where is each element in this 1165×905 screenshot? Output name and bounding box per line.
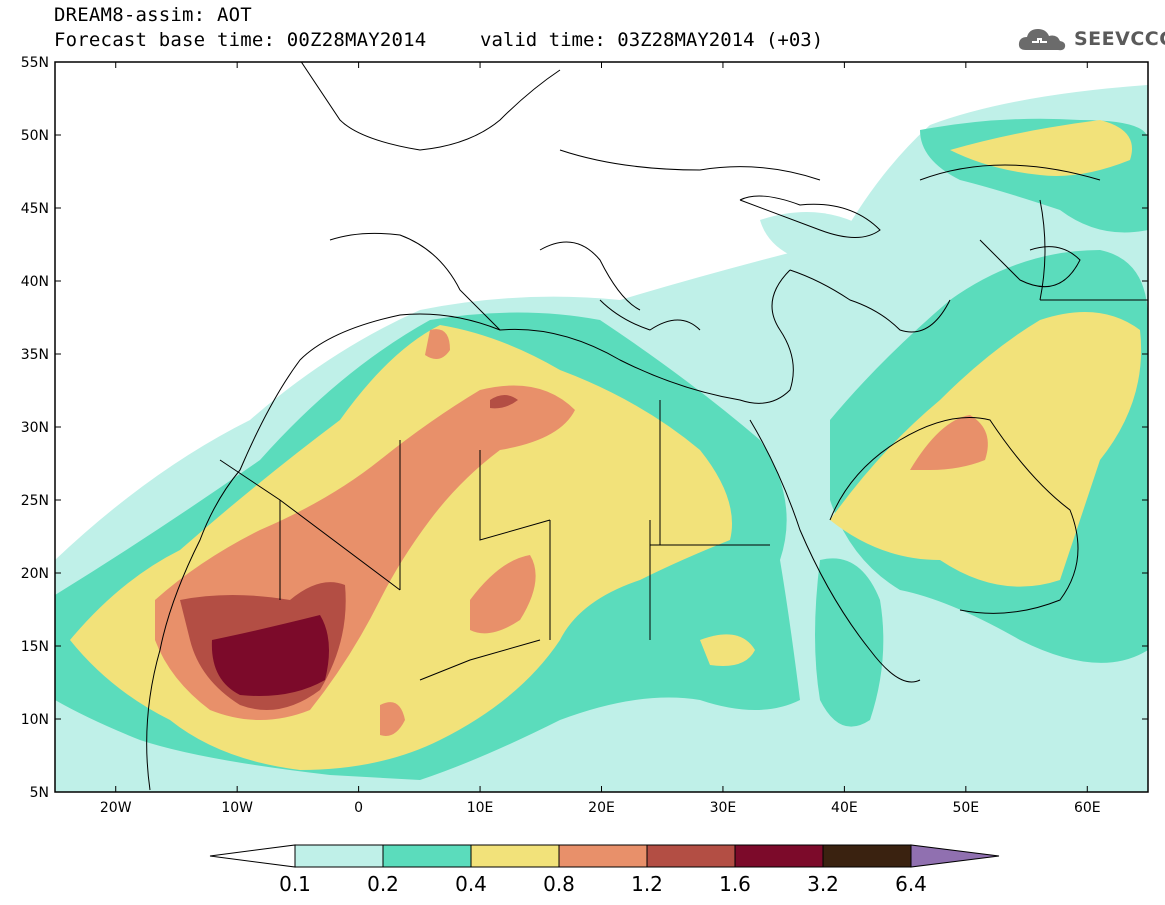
lat-tick-label: 40N xyxy=(21,274,49,290)
map-title: DREAM8-assim: AOT xyxy=(54,4,252,26)
lon-tick-label: 20W xyxy=(100,800,132,816)
colorbar-level-label: 3.2 xyxy=(807,872,839,896)
lon-tick-label: 0 xyxy=(354,800,363,816)
lat-tick-label: 15N xyxy=(21,639,49,655)
valid-time-label: valid time: 03Z28MAY2014 (+03) xyxy=(480,29,824,51)
colorbar-box xyxy=(822,844,912,868)
colorbar-level-label: 1.2 xyxy=(631,872,663,896)
lon-axis: 20W 10W 0 10E 20E 30E 40E 50E 60E xyxy=(100,62,1101,816)
lon-tick-label: 30E xyxy=(710,800,737,816)
colorbar-level-label: 0.4 xyxy=(455,872,487,896)
colorbar-level-label: 1.6 xyxy=(719,872,751,896)
seevccc-logo: SEEVCCC xyxy=(1016,24,1165,54)
coastlines xyxy=(146,62,1148,791)
colorbar-high-arrow xyxy=(910,844,1000,868)
lat-axis: 55N 50N 45N 40N 35N 30N 25N 20N 15N 10N 5N xyxy=(21,55,1148,801)
colorbar-box xyxy=(734,844,824,868)
colorbar-level-label: 0.1 xyxy=(279,872,311,896)
lat-tick-label: 25N xyxy=(21,493,49,509)
colorbar-box xyxy=(558,844,648,868)
cloud-icon xyxy=(1018,29,1066,51)
colorbar: 0.1 0.2 0.4 0.8 1.2 1.6 3.2 6.4 xyxy=(209,844,1000,896)
colorbar-level-label: 6.4 xyxy=(895,872,927,896)
lat-tick-label: 30N xyxy=(21,420,49,436)
colorbar-box xyxy=(646,844,736,868)
colorbar-box xyxy=(294,844,384,868)
lat-tick-label: 50N xyxy=(21,128,49,144)
colorbar-low-arrow xyxy=(209,844,296,868)
lat-tick-label: 55N xyxy=(21,55,49,71)
lon-tick-label: 10E xyxy=(467,800,494,816)
lat-tick-label: 45N xyxy=(21,201,49,217)
lon-tick-label: 20E xyxy=(588,800,615,816)
aot-band-1.6 xyxy=(211,615,329,696)
colorbar-level-label: 0.8 xyxy=(543,872,575,896)
lat-tick-label: 35N xyxy=(21,347,49,363)
colorbar-box xyxy=(382,844,472,868)
logo-text: SEEVCCC xyxy=(1074,28,1165,50)
lon-tick-label: 10W xyxy=(221,800,253,816)
lon-tick-label: 40E xyxy=(831,800,858,816)
colorbar-box xyxy=(470,844,560,868)
lon-tick-label: 60E xyxy=(1074,800,1101,816)
aot-fields xyxy=(55,62,1148,792)
colorbar-level-label: 0.2 xyxy=(367,872,399,896)
base-time-label: Forecast base time: 00Z28MAY2014 xyxy=(54,29,427,51)
lat-tick-label: 10N xyxy=(21,712,49,728)
lon-tick-label: 50E xyxy=(952,800,979,816)
lat-tick-label: 5N xyxy=(30,785,49,801)
lat-tick-label: 20N xyxy=(21,566,49,582)
